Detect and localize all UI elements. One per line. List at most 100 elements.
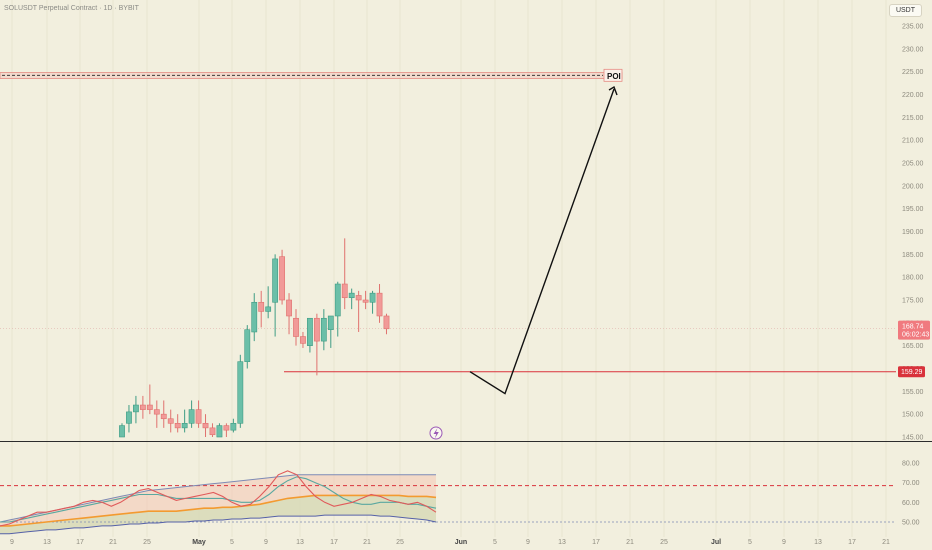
candle[interactable] — [376, 284, 383, 323]
candle-body — [216, 425, 223, 438]
candle[interactable] — [251, 293, 258, 342]
time-tick-label: 13 — [43, 539, 51, 546]
candle[interactable] — [126, 405, 132, 433]
candle[interactable] — [160, 400, 167, 428]
indicator-tick-label: 50.00 — [902, 520, 920, 527]
candle-body — [244, 329, 251, 362]
lightning-icon[interactable] — [429, 426, 443, 440]
oscillator-base-fill — [0, 495, 436, 534]
candle[interactable] — [188, 400, 195, 428]
candle[interactable] — [383, 313, 390, 335]
candle[interactable] — [369, 290, 376, 314]
time-tick-label: 17 — [848, 539, 856, 546]
candle-body — [258, 301, 265, 312]
lightning-bolt — [433, 428, 439, 439]
candle[interactable] — [223, 423, 230, 437]
current-price-badge — [898, 320, 930, 340]
price-tick-label: 210.00 — [902, 138, 924, 145]
candle[interactable] — [237, 354, 244, 428]
candle[interactable] — [216, 423, 223, 438]
time-tick-label: 13 — [558, 539, 566, 546]
candle[interactable] — [293, 309, 299, 346]
time-tick-label: 21 — [363, 539, 371, 546]
time-tick-label: May — [192, 539, 206, 546]
price-scale[interactable]: 235.00 230.00 225.00 220.00 215.00 210.00 205.… — [902, 24, 924, 442]
time-tick-label: 5 — [748, 539, 752, 546]
oscillator-pane[interactable] — [0, 470, 896, 535]
candle-body — [167, 418, 174, 424]
candle[interactable] — [119, 423, 125, 438]
time-tick-label: 9 — [526, 539, 530, 546]
candle[interactable] — [313, 313, 320, 376]
price-tick-label: 235.00 — [902, 24, 924, 31]
candle-body — [202, 422, 209, 429]
candle-body — [286, 299, 292, 317]
candle[interactable] — [181, 409, 188, 433]
candle[interactable] — [230, 418, 237, 433]
candle-body — [355, 295, 362, 301]
candle[interactable] — [348, 288, 355, 310]
candle[interactable] — [279, 249, 285, 305]
candle-body — [341, 283, 348, 299]
candle-body — [237, 361, 244, 424]
price-tick-label: 205.00 — [902, 161, 924, 168]
time-tick-label: 25 — [396, 539, 404, 546]
candle[interactable] — [133, 395, 139, 424]
time-tick-label: 25 — [660, 539, 668, 546]
candle-body — [376, 292, 383, 317]
candle[interactable] — [258, 290, 265, 328]
candle[interactable] — [153, 400, 160, 428]
candle-body — [313, 317, 320, 342]
candle[interactable] — [244, 325, 251, 369]
support-price-label: 159.29 — [901, 369, 923, 376]
indicator-tick-label: 70.00 — [902, 480, 920, 487]
candle-body — [348, 292, 355, 299]
candle[interactable] — [307, 317, 313, 353]
candle-body — [272, 258, 279, 303]
price-tick-label: 215.00 — [902, 115, 924, 122]
price-tick-label: 180.00 — [902, 275, 924, 282]
currency-button[interactable]: USDT — [888, 4, 922, 17]
time-tick-label: 17 — [330, 539, 338, 546]
candle[interactable] — [355, 290, 362, 332]
indicator-scale[interactable]: 80.00 70.00 60.00 50.00 — [902, 461, 920, 527]
candle[interactable] — [300, 331, 306, 348]
time-tick-label: 17 — [592, 539, 600, 546]
time-tick-label: 9 — [782, 539, 786, 546]
candle[interactable] — [265, 286, 272, 319]
poi-label-box[interactable]: POI — [603, 68, 623, 82]
candle[interactable] — [341, 238, 348, 310]
time-tick-label: Jul — [711, 539, 721, 546]
time-tick-label: Jun — [455, 539, 467, 546]
time-tick-label: 21 — [882, 539, 890, 546]
candle-body — [383, 315, 390, 330]
poi-label-background — [603, 68, 623, 82]
candle[interactable] — [202, 414, 209, 437]
time-axis[interactable]: 9 13 17 21 25 May 5 9 13 17 21 25 Jun 5 9 13 17 21 25 Jul 5 9… — [10, 539, 890, 546]
candle-body — [230, 422, 237, 431]
candle[interactable] — [327, 315, 334, 348]
candle[interactable] — [362, 290, 369, 310]
candle-body — [320, 317, 327, 342]
candle[interactable] — [174, 414, 181, 433]
candle-body — [195, 409, 202, 424]
projection-path[interactable] — [469, 85, 618, 395]
candle[interactable] — [146, 384, 153, 415]
candle[interactable] — [320, 309, 327, 351]
candle[interactable] — [286, 293, 292, 335]
poi-label: POI — [607, 72, 621, 81]
oscillator-lower-line — [0, 514, 437, 535]
candle[interactable] — [195, 400, 202, 428]
candlestick-series[interactable] — [119, 238, 390, 438]
price-tick-label: 175.00 — [902, 298, 924, 305]
candle[interactable] — [334, 281, 341, 337]
candle[interactable] — [139, 395, 146, 419]
candle[interactable] — [209, 423, 216, 437]
candle[interactable] — [272, 254, 279, 337]
time-tick-label: 9 — [264, 539, 268, 546]
candle-body — [223, 425, 230, 431]
candle[interactable] — [167, 409, 174, 433]
price-tick-label: 165.00 — [902, 343, 924, 350]
